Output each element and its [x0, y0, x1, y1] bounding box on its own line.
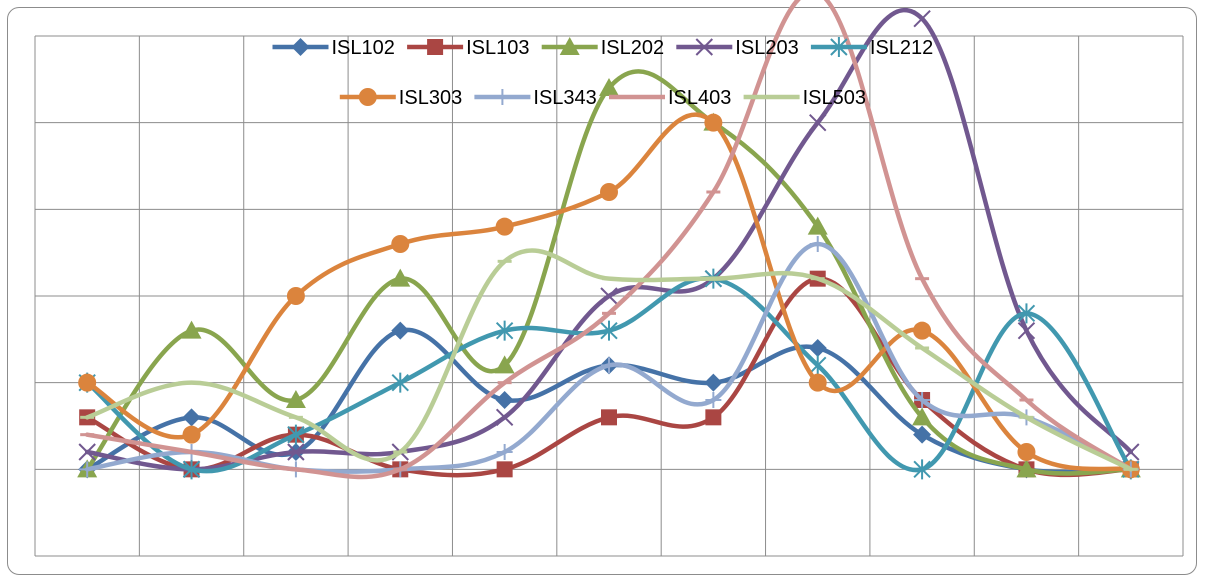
- data-point-isl102: [495, 391, 514, 409]
- data-point-isl102: [182, 408, 201, 427]
- legend: ISL102 ISL103 ISL202 ISL203 ISL212 ISL303 ISL3…: [272, 37, 933, 109]
- data-point-isl303: [600, 183, 618, 201]
- data-point-isl303: [495, 217, 514, 236]
- data-point-isl303: [182, 425, 201, 444]
- legend-swatch-marker: [830, 37, 848, 57]
- data-point-isl303: [704, 113, 723, 132]
- legend-label: ISL102: [332, 37, 395, 59]
- legend-label: ISL303: [399, 87, 462, 109]
- data-point-isl203: [78, 443, 96, 461]
- data-point-isl212: [809, 355, 827, 376]
- data-point-isl202: [912, 407, 933, 426]
- data-point-isl303: [913, 321, 932, 340]
- data-point-isl212: [287, 424, 305, 445]
- data-point-isl203: [600, 287, 618, 305]
- data-point-isl212: [391, 372, 409, 393]
- data-point-isl212: [182, 459, 201, 480]
- series-layer: [77, 0, 1141, 480]
- data-point-isl212: [600, 320, 618, 341]
- legend-item-isl103: ISL103: [407, 37, 529, 59]
- series-line-isl103: [84, 276, 1134, 478]
- legend-label: ISL202: [601, 37, 664, 59]
- legend-label: ISL212: [870, 37, 933, 59]
- legend-label: ISL343: [533, 87, 596, 109]
- legend-item-isl212: ISL212: [810, 37, 933, 59]
- legend-swatch-marker: [358, 88, 377, 106]
- data-point-isl202: [1016, 459, 1037, 478]
- data-point-isl303: [1017, 443, 1036, 461]
- data-point-isl203: [1017, 321, 1036, 340]
- data-point-isl202: [807, 216, 828, 235]
- legend-swatch-marker: [427, 39, 444, 55]
- legend-label: ISL403: [668, 87, 731, 109]
- data-point-isl303: [78, 373, 97, 392]
- legend-swatch-marker: [494, 89, 511, 105]
- data-point-isl212: [1017, 303, 1036, 324]
- legend-swatch-marker: [695, 38, 714, 56]
- series-isl503: [80, 248, 1138, 472]
- data-point-isl103: [705, 409, 722, 426]
- data-point-isl343: [79, 461, 96, 478]
- data-point-isl202: [390, 268, 411, 287]
- legend-label: ISL203: [735, 37, 798, 59]
- data-point-isl343: [601, 357, 617, 374]
- series-isl403: [80, 0, 1138, 480]
- legend-swatch-marker: [291, 38, 310, 56]
- legend-item-isl102: ISL102: [272, 37, 395, 59]
- data-point-isl303: [391, 235, 410, 253]
- series-line-isl303: [84, 112, 1134, 472]
- data-point-isl303: [286, 287, 305, 305]
- data-point-isl203: [287, 443, 305, 461]
- data-point-isl203: [913, 9, 931, 28]
- data-point-isl212: [913, 459, 931, 480]
- data-point-isl102: [391, 321, 410, 340]
- legend-item-isl303: ISL303: [339, 87, 462, 109]
- legend-item-isl202: ISL202: [541, 37, 664, 59]
- data-point-isl343: [809, 236, 826, 252]
- data-point-isl203: [809, 113, 827, 132]
- data-point-isl212: [495, 320, 514, 341]
- data-point-isl102: [704, 373, 723, 392]
- legend-item-isl403: ISL403: [609, 87, 731, 109]
- data-point-isl102: [808, 339, 827, 357]
- legend-item-isl203: ISL203: [676, 37, 799, 59]
- data-point-isl303: [808, 373, 827, 392]
- data-point-isl202: [285, 390, 306, 408]
- data-point-isl103: [601, 409, 617, 426]
- data-point-isl203: [495, 408, 514, 427]
- legend-item-isl343: ISL343: [474, 87, 597, 109]
- legend-label: ISL503: [803, 87, 866, 109]
- data-point-isl103: [496, 461, 513, 478]
- data-point-isl202: [494, 355, 515, 374]
- data-point-isl202: [181, 320, 202, 339]
- data-point-isl343: [914, 392, 931, 408]
- legend-label: ISL103: [466, 37, 529, 59]
- legend-swatch-marker: [559, 37, 580, 55]
- data-point-isl343: [496, 444, 513, 460]
- legend-item-isl503: ISL503: [743, 87, 866, 109]
- series-line-isl503: [84, 248, 1134, 472]
- data-point-isl343: [705, 392, 722, 408]
- data-point-isl202: [599, 78, 619, 96]
- data-point-isl102: [913, 425, 932, 444]
